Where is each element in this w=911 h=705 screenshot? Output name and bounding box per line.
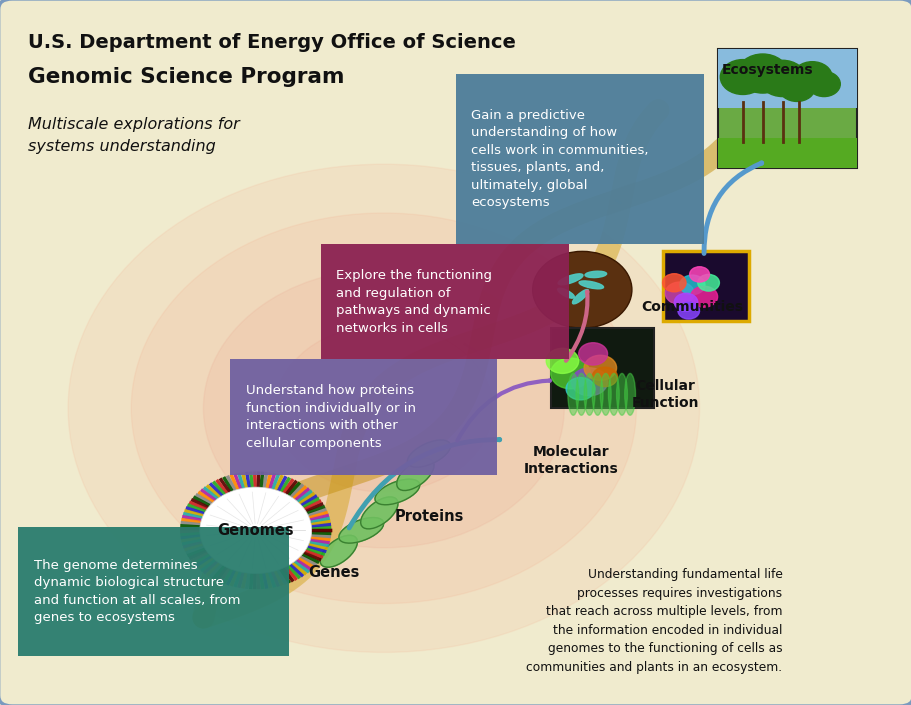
Text: U.S. Department of Energy Office of Science: U.S. Department of Energy Office of Scie… <box>27 32 515 51</box>
Circle shape <box>578 343 607 365</box>
Text: The genome determines
dynamic biological structure
and function at all scales, f: The genome determines dynamic biological… <box>34 558 241 624</box>
Circle shape <box>807 71 839 97</box>
Circle shape <box>532 252 631 328</box>
Circle shape <box>758 61 805 97</box>
Ellipse shape <box>583 374 594 415</box>
Text: Proteins: Proteins <box>394 509 463 524</box>
Circle shape <box>697 274 719 291</box>
Circle shape <box>662 274 685 292</box>
Circle shape <box>737 54 787 93</box>
Circle shape <box>690 286 717 307</box>
Ellipse shape <box>608 374 619 415</box>
Ellipse shape <box>572 290 588 304</box>
Circle shape <box>566 378 594 400</box>
Circle shape <box>571 368 607 396</box>
Ellipse shape <box>320 535 357 568</box>
Circle shape <box>546 348 578 374</box>
Ellipse shape <box>407 440 450 467</box>
Circle shape <box>203 269 564 548</box>
Text: Explore the functioning
and regulation of
pathways and dynamic
networks in cells: Explore the functioning and regulation o… <box>335 269 491 335</box>
FancyBboxPatch shape <box>717 49 856 168</box>
Ellipse shape <box>557 288 574 298</box>
FancyBboxPatch shape <box>230 360 496 474</box>
FancyBboxPatch shape <box>18 527 289 656</box>
Text: Gain a predictive
understanding of how
cells work in communities,
tissues, plant: Gain a predictive understanding of how c… <box>471 109 648 209</box>
Ellipse shape <box>576 374 586 415</box>
Circle shape <box>664 282 693 305</box>
FancyBboxPatch shape <box>456 73 703 245</box>
Circle shape <box>68 164 699 652</box>
Text: Multiscale explorations for
systems understanding: Multiscale explorations for systems unde… <box>27 117 239 154</box>
FancyBboxPatch shape <box>321 245 568 360</box>
Ellipse shape <box>624 374 635 415</box>
FancyBboxPatch shape <box>717 49 856 109</box>
Ellipse shape <box>568 374 578 415</box>
Circle shape <box>673 293 697 312</box>
FancyBboxPatch shape <box>717 138 856 168</box>
Circle shape <box>792 61 831 92</box>
Text: Genomic Science Program: Genomic Science Program <box>27 67 343 87</box>
Circle shape <box>720 60 764 94</box>
Text: Understanding fundamental life
processes requires investigations
that reach acro: Understanding fundamental life processes… <box>526 568 782 674</box>
Circle shape <box>677 302 699 319</box>
Ellipse shape <box>616 374 627 415</box>
Circle shape <box>583 355 616 381</box>
Ellipse shape <box>396 458 434 491</box>
FancyBboxPatch shape <box>550 328 654 408</box>
Text: Cellular
Function: Cellular Function <box>631 379 699 410</box>
Ellipse shape <box>558 274 582 285</box>
Ellipse shape <box>584 271 606 278</box>
Ellipse shape <box>339 517 384 543</box>
Circle shape <box>778 73 814 102</box>
Circle shape <box>591 367 617 386</box>
Text: Molecular
Interactions: Molecular Interactions <box>523 445 618 477</box>
Ellipse shape <box>591 374 602 415</box>
Ellipse shape <box>360 497 397 529</box>
Circle shape <box>131 213 636 603</box>
Ellipse shape <box>374 479 419 505</box>
Ellipse shape <box>599 374 610 415</box>
Text: Communities: Communities <box>640 300 742 314</box>
Circle shape <box>679 275 704 295</box>
Circle shape <box>200 487 312 574</box>
Ellipse shape <box>578 281 603 289</box>
Circle shape <box>689 266 709 282</box>
Text: Genomes: Genomes <box>217 523 293 538</box>
Text: Genes: Genes <box>308 565 360 580</box>
Circle shape <box>550 358 589 388</box>
Circle shape <box>275 324 492 492</box>
Text: Understand how proteins
function individually or in
interactions with other
cell: Understand how proteins function individ… <box>246 384 415 450</box>
FancyBboxPatch shape <box>663 252 748 321</box>
Text: Ecosystems: Ecosystems <box>721 63 812 77</box>
